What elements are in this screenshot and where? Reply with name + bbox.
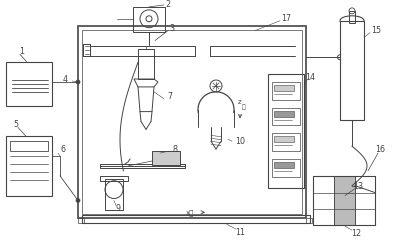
Circle shape (76, 80, 80, 84)
Ellipse shape (340, 16, 364, 26)
Text: 15: 15 (371, 26, 381, 35)
Bar (274, 162, 294, 168)
Bar (82, 215, 310, 223)
Bar (133, 7, 165, 32)
Bar (274, 85, 294, 91)
Text: 4: 4 (62, 74, 68, 84)
Bar (82, 30, 302, 214)
Bar (6, 62, 52, 106)
Bar (274, 111, 294, 117)
Bar (313, 176, 375, 225)
Text: 9: 9 (115, 204, 120, 213)
Bar (100, 176, 128, 181)
Bar (78, 26, 306, 218)
Text: 13: 13 (353, 182, 363, 191)
Bar (272, 108, 300, 126)
Bar (272, 133, 300, 151)
Text: 11: 11 (235, 228, 245, 237)
Text: 2: 2 (166, 0, 171, 9)
Bar (100, 164, 185, 168)
Text: 6: 6 (60, 145, 66, 154)
Bar (334, 176, 355, 225)
Bar (272, 159, 300, 177)
Bar (105, 179, 123, 210)
Bar (349, 11, 355, 23)
Text: 10: 10 (235, 137, 245, 146)
Text: 5: 5 (13, 120, 19, 129)
Bar (83, 44, 90, 56)
Bar (10, 141, 48, 151)
Bar (268, 74, 304, 188)
Text: 轴: 轴 (242, 105, 246, 110)
Text: 8: 8 (173, 145, 177, 154)
Text: 12: 12 (351, 228, 361, 238)
Bar (78, 218, 84, 223)
Circle shape (76, 198, 80, 203)
Text: 1: 1 (19, 47, 24, 56)
Text: 14: 14 (305, 72, 315, 82)
Bar (274, 136, 294, 142)
Text: z: z (238, 99, 242, 105)
Text: 3: 3 (169, 24, 175, 33)
Bar (83, 44, 90, 56)
Bar (340, 21, 364, 120)
Bar (152, 151, 180, 165)
Bar (6, 136, 52, 196)
Bar (138, 49, 154, 79)
Bar (306, 218, 312, 223)
Text: 16: 16 (375, 145, 385, 154)
Text: 7: 7 (167, 92, 173, 101)
Text: x轴: x轴 (186, 209, 194, 216)
Text: 17: 17 (281, 14, 291, 23)
Bar (272, 82, 300, 100)
Circle shape (337, 55, 342, 60)
